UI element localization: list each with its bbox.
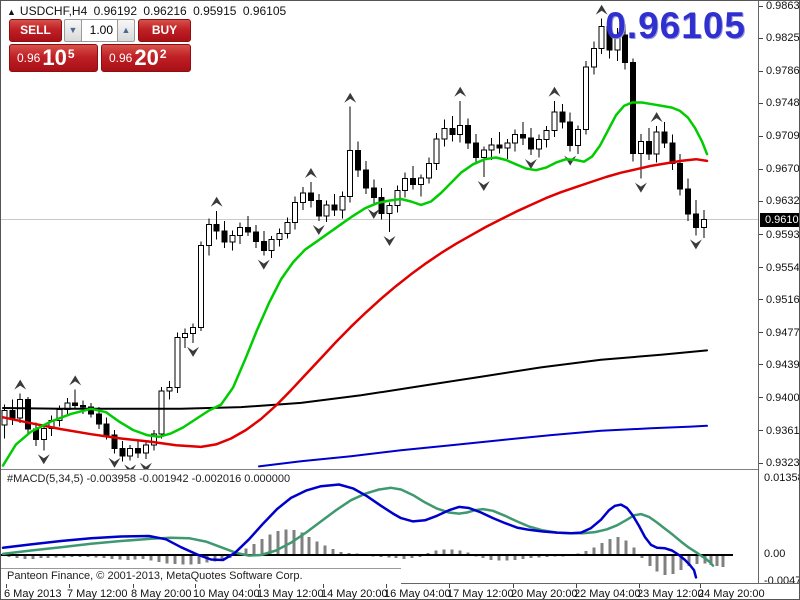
time-axis-label: 20 May 20:00 [511, 588, 578, 600]
volume-increase-button[interactable]: ▲ [117, 19, 135, 42]
time-axis-tick [449, 584, 450, 588]
macd-axis-label: 0.013582 [764, 471, 799, 484]
price-axis-tick [759, 462, 763, 464]
time-axis-label: 10 May 04:00 [193, 588, 260, 600]
current-bid-quote: 0.96105 [605, 5, 746, 46]
time-axis-tick [69, 584, 70, 588]
macd-main-line [1, 483, 698, 579]
price-axis-tick [759, 168, 763, 170]
sell-price-prefix: 0.96 [17, 51, 41, 65]
price-axis-tick [759, 397, 763, 399]
time-axis-label: 13 May 12:00 [257, 588, 324, 600]
ma-green-line [1, 101, 709, 467]
price-axis-tick [759, 5, 763, 7]
price-axis-tick [759, 430, 763, 432]
macd-signal-line [1, 486, 715, 567]
price-axis-tick [759, 102, 763, 104]
price-axis-tick [759, 135, 763, 137]
collapse-panel-arrow-icon[interactable]: ▲ [7, 7, 16, 17]
time-axis-label: 8 May 20:00 [131, 588, 192, 600]
sell-button[interactable]: SELL [9, 19, 62, 42]
time-axis[interactable]: 6 May 2013 7 May 12:00 8 May 20:00 10 May 0… [1, 583, 799, 600]
time-axis-label: 16 May 04:00 [384, 588, 451, 600]
time-axis-tick [133, 584, 134, 588]
buy-price-prefix: 0.96 [109, 51, 133, 65]
sell-price-big: 10 [42, 45, 67, 70]
ohlc-open: 0.96192 [93, 4, 137, 18]
time-axis-label: 17 May 12:00 [447, 588, 514, 600]
ma-blue-line [258, 424, 708, 468]
macd-chart-canvas[interactable] [1, 470, 758, 583]
time-axis-label: 24 May 20:00 [698, 588, 765, 600]
time-axis-label: 22 May 04:00 [574, 588, 641, 600]
macd-indicator-label: #MACD(5,34,5) -0.003958 -0.001942 -0.002… [7, 473, 291, 485]
time-axis-tick [700, 584, 701, 588]
price-axis-tick [759, 267, 763, 268]
fractal-markers [14, 4, 702, 469]
macd-axis-label: 0.00 [764, 548, 786, 560]
time-axis-tick [6, 584, 7, 588]
time-axis-tick [513, 584, 514, 588]
macd-indicator-pane[interactable]: #MACD(5,34,5) -0.003958 -0.001942 -0.002… [1, 469, 758, 584]
time-axis-tick [259, 584, 260, 588]
ma-red-line [1, 157, 709, 449]
bid-price-tag: 0.96105 [760, 212, 799, 227]
buy-button[interactable]: BUY [138, 19, 191, 42]
price-axis-tick [759, 70, 763, 72]
price-axis-tick [759, 37, 763, 39]
price-axis-tick [759, 234, 763, 235]
price-axis-tick [759, 200, 763, 202]
time-axis-label: 14 May 20:00 [321, 588, 388, 600]
sell-price-display[interactable]: 0.96105 [9, 44, 98, 72]
ma-black-line [2, 349, 708, 410]
ohlc-high: 0.96216 [143, 4, 187, 18]
symbol-label: USDCHF,H4 [19, 4, 88, 18]
sell-price-pip: 5 [67, 47, 75, 61]
price-chart-canvas[interactable] [1, 1, 758, 469]
price-axis-tick [759, 332, 763, 334]
volume-decrease-button[interactable]: ▼ [64, 19, 82, 42]
time-axis-tick [195, 584, 196, 588]
time-axis-tick [576, 584, 577, 588]
symbol-ohlc-header: ▲ USDCHF,H4 0.96192 0.96216 0.95915 0.961… [7, 4, 289, 18]
time-axis-tick [323, 584, 324, 588]
time-axis-label: 7 May 12:00 [67, 588, 128, 600]
buy-price-big: 20 [134, 45, 159, 70]
copyright-notice: Panteon Finance, © 2001-2013, MetaQuotes… [1, 568, 401, 584]
ohlc-close: 0.96105 [242, 4, 287, 18]
price-chart-pane[interactable]: ▲ USDCHF,H4 0.96192 0.96216 0.95915 0.961… [1, 1, 758, 469]
time-axis-label: 6 May 2013 [4, 588, 62, 600]
time-axis-tick [386, 584, 387, 588]
ohlc-low: 0.95915 [193, 4, 237, 18]
buy-price-pip: 2 [159, 47, 167, 61]
price-axis-tick [759, 299, 763, 301]
time-axis-label: 23 May 12:00 [637, 588, 704, 600]
time-axis-tick [639, 584, 640, 588]
price-axis-tick [759, 364, 763, 366]
volume-input[interactable]: 1.00 [81, 19, 118, 42]
buy-price-display[interactable]: 0.96202 [101, 44, 191, 72]
candles-series [1, 18, 707, 462]
